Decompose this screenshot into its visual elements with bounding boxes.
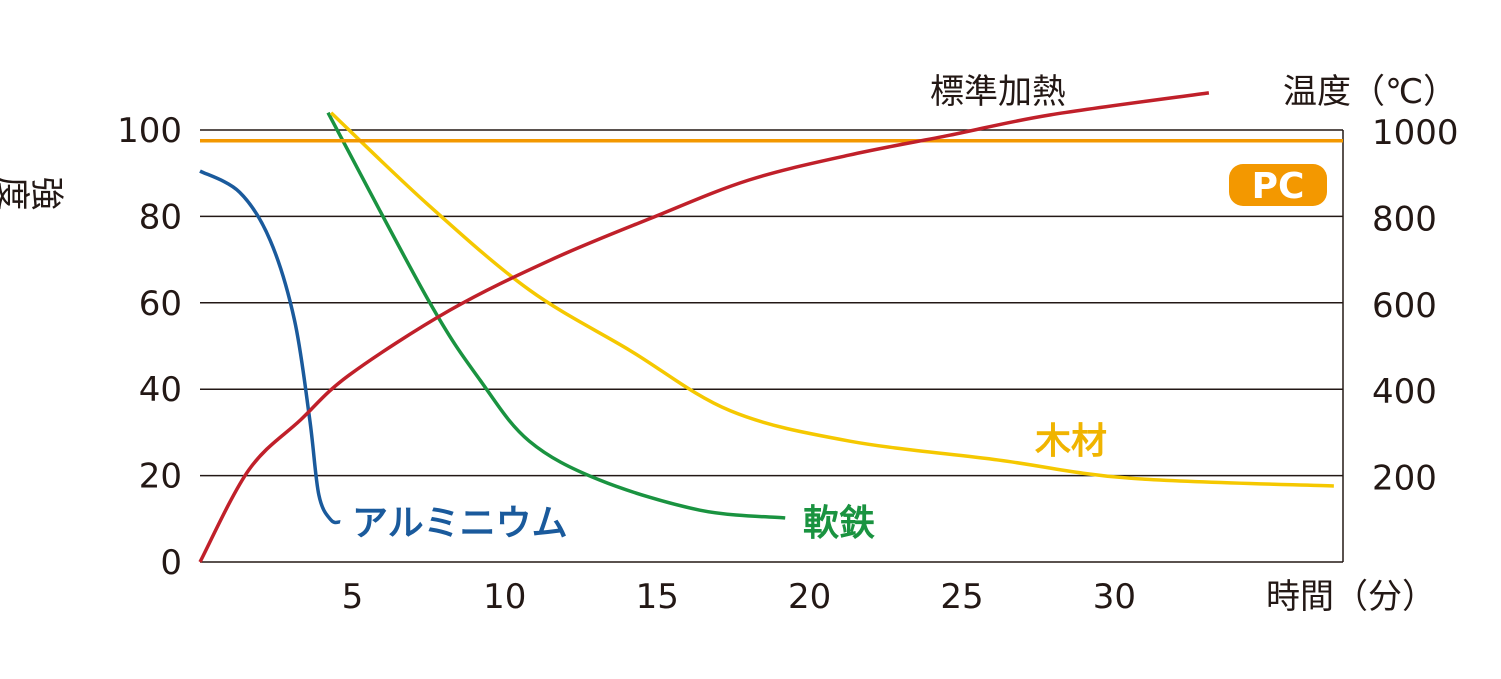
y2-tick-label: 800 bbox=[1372, 199, 1437, 239]
y2-tick-label: 200 bbox=[1372, 459, 1437, 499]
series-labels: アルミニウム 軟鉄 木材 PC 標準加熱 bbox=[352, 72, 1327, 544]
series-lines bbox=[198, 91, 1343, 563]
series-label: 軟鉄 bbox=[803, 503, 875, 544]
series-line bbox=[199, 169, 341, 525]
y2-tick-label: 600 bbox=[1372, 286, 1437, 326]
series-label: 木材 bbox=[1035, 421, 1107, 462]
y-tick-label: 60 bbox=[139, 284, 182, 324]
series-line bbox=[198, 91, 1210, 563]
x-axis-label: 時間（分） bbox=[1266, 577, 1436, 617]
y-axis-label: 強度低下割合（%） bbox=[0, 170, 65, 210]
tick-labels: 0 20 40 60 80 100 200 400 600 800 1000 5 10 15 20 25 30 bbox=[117, 111, 1458, 617]
x-tick-label: 10 bbox=[483, 577, 526, 617]
x-tick-label: 20 bbox=[788, 577, 831, 617]
x-tick-label: 25 bbox=[940, 577, 983, 617]
pc-badge bbox=[1229, 164, 1327, 206]
series-label: PC bbox=[1252, 166, 1305, 207]
y-tick-label: 0 bbox=[160, 543, 182, 583]
series-line bbox=[326, 111, 786, 520]
x-tick-label: 15 bbox=[636, 577, 679, 617]
series-label: アルミニウム bbox=[352, 503, 568, 544]
y2-tick-label: 400 bbox=[1372, 372, 1437, 412]
x-tick-label: 5 bbox=[342, 577, 364, 617]
y-tick-label: 40 bbox=[139, 370, 182, 410]
y-tick-label: 100 bbox=[117, 111, 182, 151]
y-tick-label: 20 bbox=[139, 457, 182, 497]
grid bbox=[200, 129, 1344, 563]
x-tick-label: 30 bbox=[1093, 577, 1136, 617]
series-label: 標準加熱 bbox=[930, 72, 1066, 112]
y2-tick-label: 1000 bbox=[1372, 113, 1459, 153]
y-tick-label: 80 bbox=[139, 197, 182, 237]
y2-axis-label: 温度（℃） bbox=[1283, 72, 1457, 112]
series-line bbox=[329, 111, 1334, 488]
